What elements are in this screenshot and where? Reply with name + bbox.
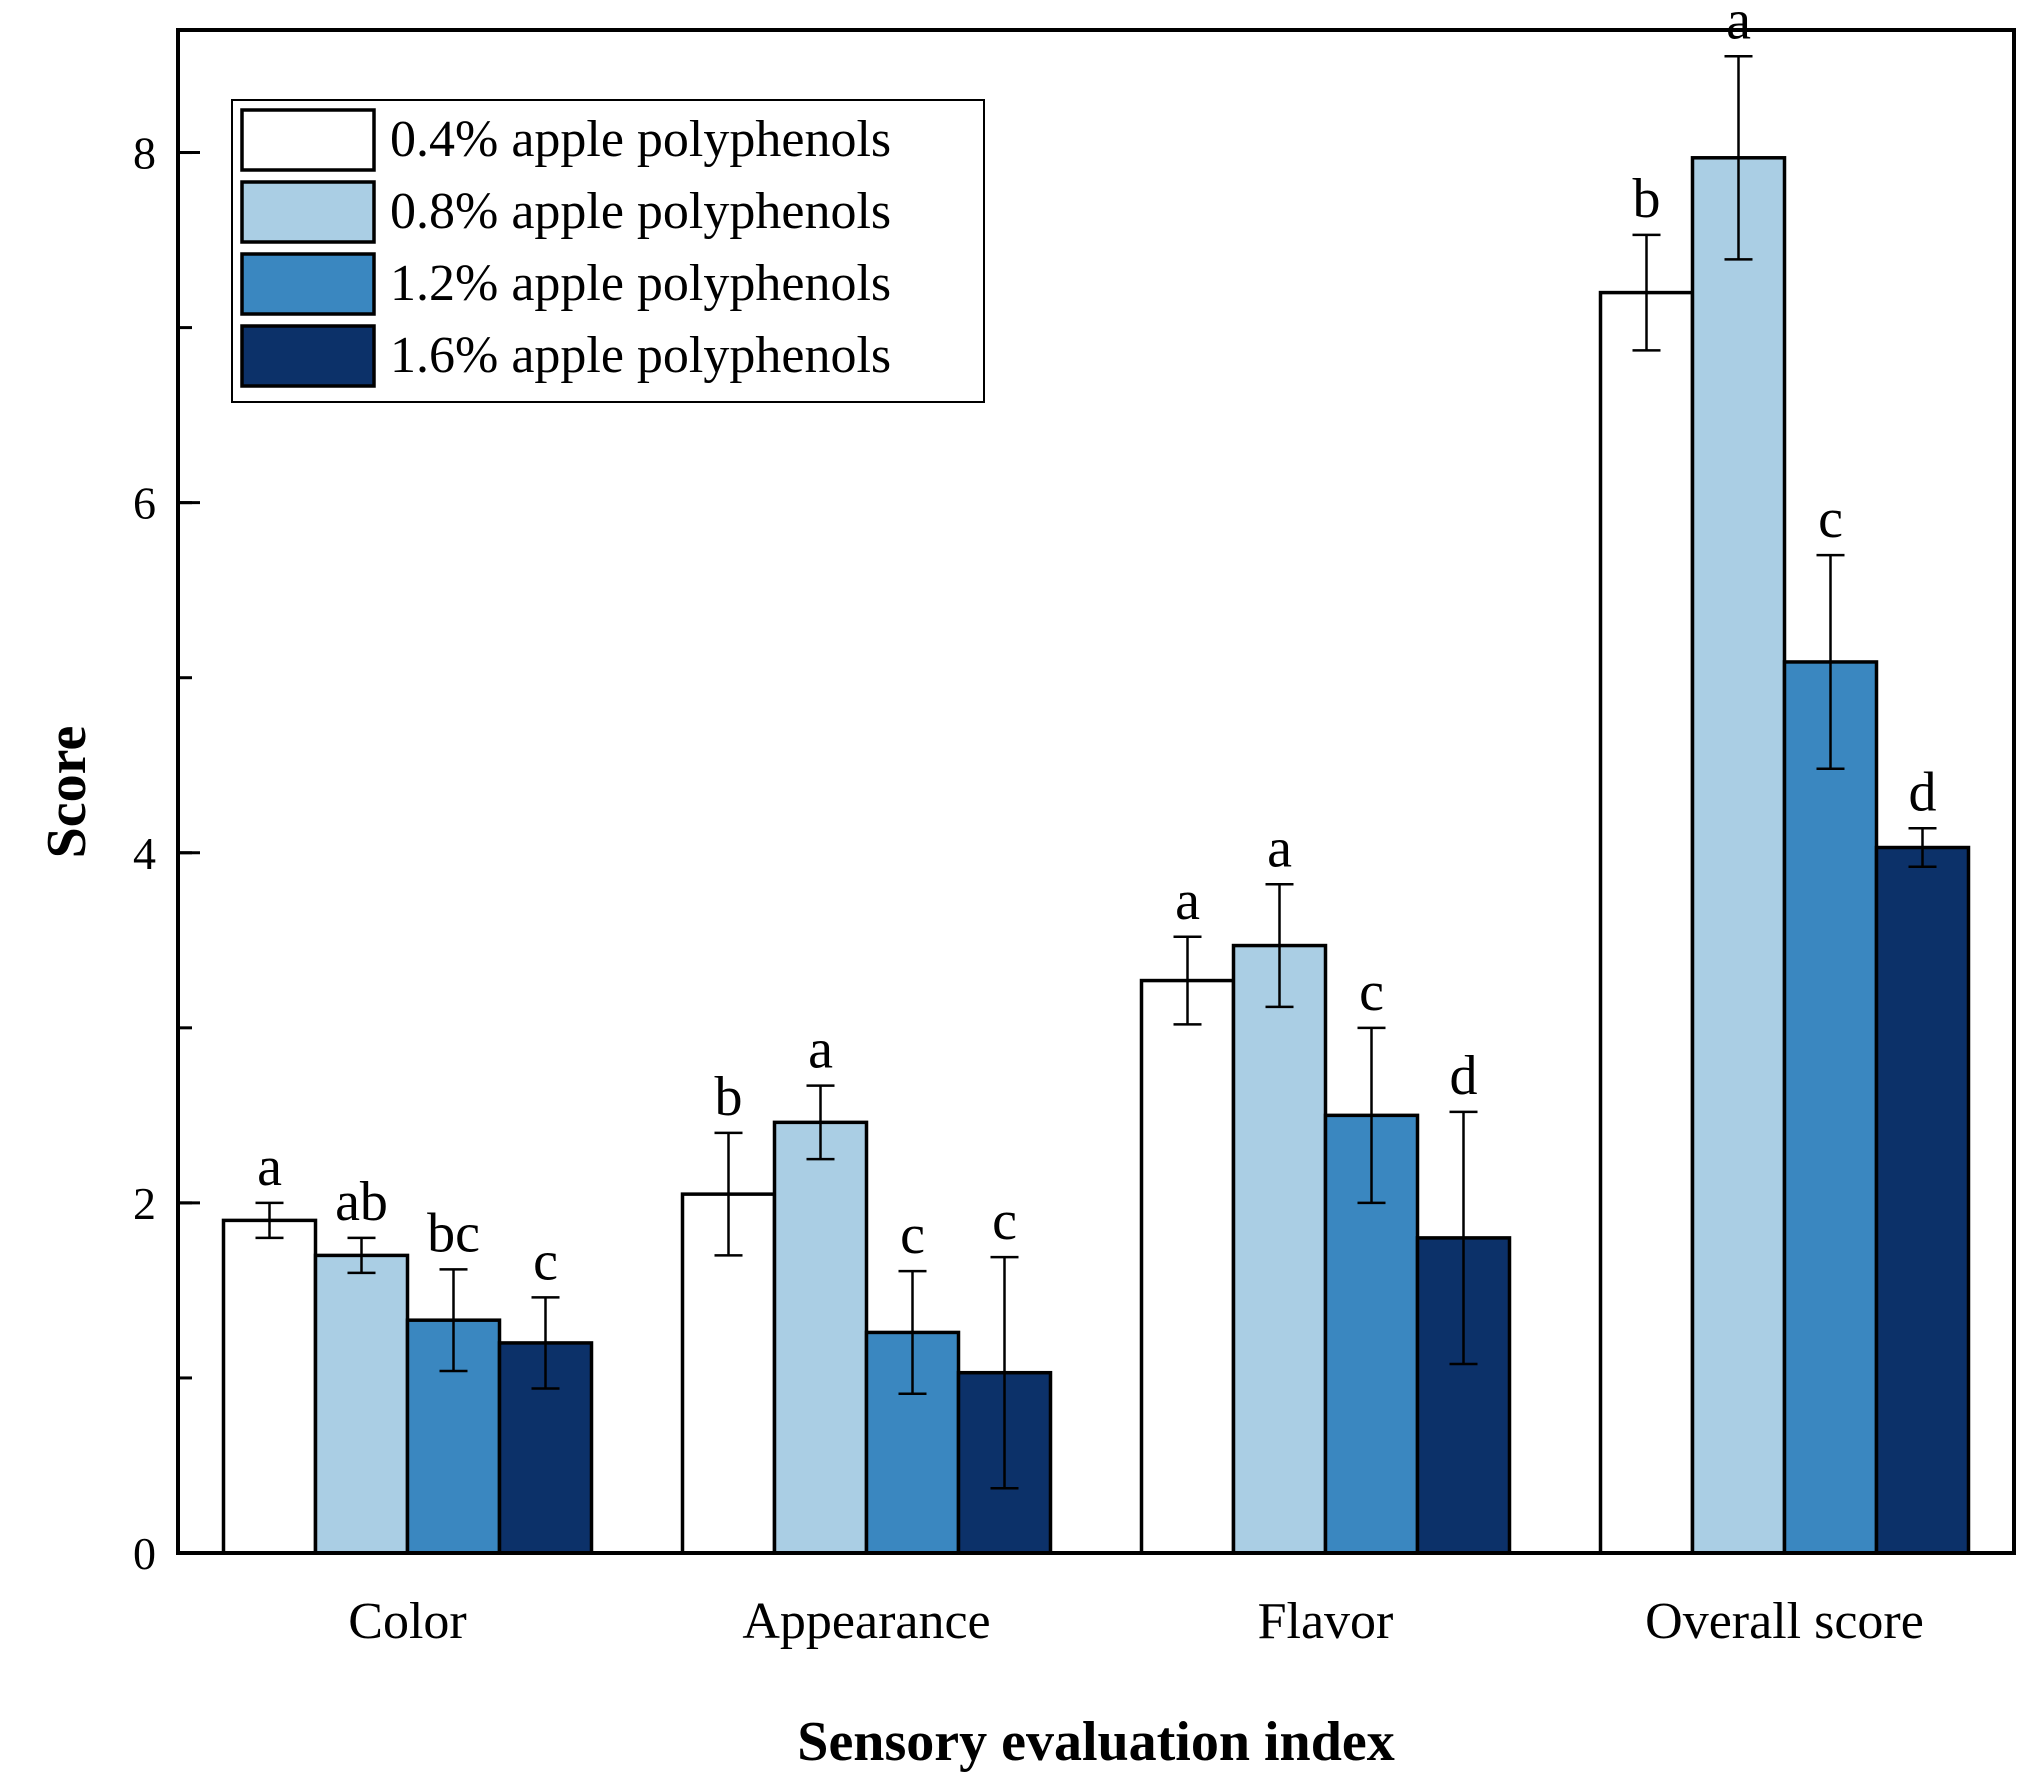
significance-label: b xyxy=(1633,168,1661,230)
x-axis-title: Sensory evaluation index xyxy=(797,1711,1394,1773)
legend-swatch xyxy=(240,324,376,388)
legend-swatch xyxy=(240,252,376,316)
legend-label: 1.2% apple polyphenols xyxy=(390,255,891,312)
significance-label: c xyxy=(992,1190,1017,1252)
y-axis-title: Score xyxy=(36,726,98,859)
x-tick-label: Color xyxy=(348,1593,466,1650)
y-tick-label: 2 xyxy=(133,1178,156,1229)
significance-label: a xyxy=(257,1136,282,1198)
x-axis: Color Appearance Flavor Overall score xyxy=(348,1535,1924,1650)
bar xyxy=(1782,660,1879,1555)
bar xyxy=(772,1120,869,1555)
significance-label: d xyxy=(1450,1045,1478,1107)
y-tick-label: 6 xyxy=(133,478,156,529)
significance-label: c xyxy=(533,1230,558,1292)
significance-label: ab xyxy=(335,1171,388,1233)
significance-label: a xyxy=(1267,817,1292,879)
legend: 0.4% apple polyphenols 0.8% apple polyphe… xyxy=(231,99,985,403)
significance-label: a xyxy=(1175,870,1200,932)
y-tick-label: 0 xyxy=(133,1528,156,1579)
x-tick-label: Overall score xyxy=(1645,1593,1924,1650)
y-axis: 0 2 4 6 8 xyxy=(133,128,200,1579)
significance-label: a xyxy=(1726,0,1751,51)
bar xyxy=(313,1253,410,1555)
bar xyxy=(1874,845,1971,1555)
y-tick-label: 4 xyxy=(133,828,156,879)
bar xyxy=(1690,156,1787,1555)
legend-label: 1.6% apple polyphenols xyxy=(390,327,891,384)
significance-label: c xyxy=(900,1204,925,1266)
bar xyxy=(1231,943,1328,1555)
legend-swatch xyxy=(240,108,376,172)
y-tick-label: 8 xyxy=(133,128,156,179)
significance-label: c xyxy=(1359,961,1384,1023)
legend-swatch xyxy=(240,180,376,244)
significance-label: d xyxy=(1909,761,1937,823)
bar xyxy=(1139,978,1236,1555)
significance-label: a xyxy=(808,1019,833,1081)
plot-frame xyxy=(176,28,2016,1555)
significance-label: c xyxy=(1818,488,1843,550)
legend-label: 0.8% apple polyphenols xyxy=(390,183,891,240)
legend-label: 0.4% apple polyphenols xyxy=(390,111,891,168)
significance-label: bc xyxy=(427,1202,480,1264)
bar xyxy=(1598,290,1695,1555)
x-tick-label: Appearance xyxy=(742,1593,990,1650)
x-tick-label: Flavor xyxy=(1258,1593,1394,1650)
bar xyxy=(221,1218,318,1555)
significance-label: b xyxy=(715,1066,743,1128)
